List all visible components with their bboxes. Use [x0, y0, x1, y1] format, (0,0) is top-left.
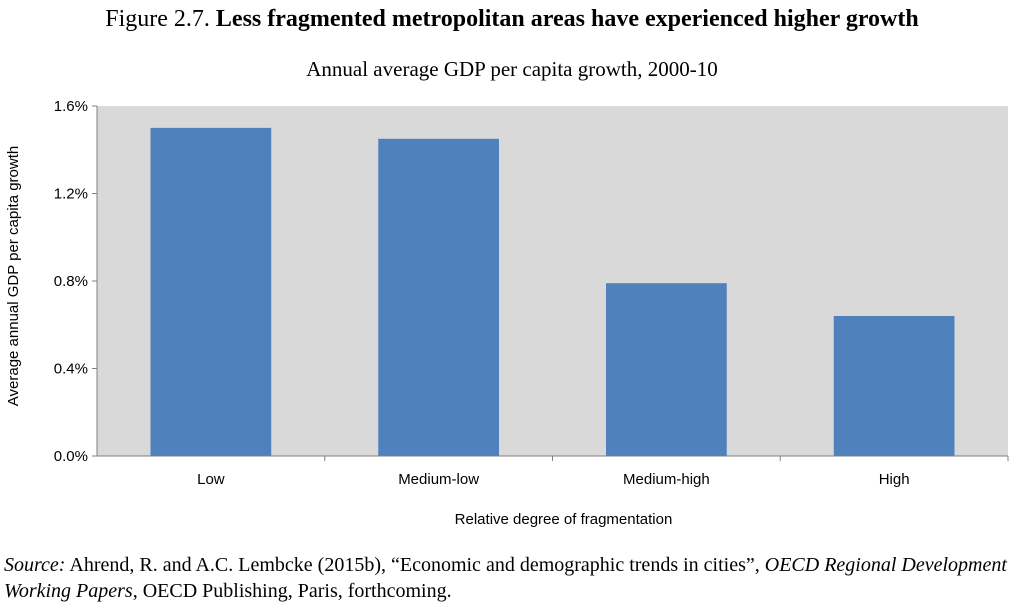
- bar-medium-low: [378, 138, 499, 456]
- figure-title: Figure 2.7. Less fragmented metropolitan…: [0, 6, 1024, 33]
- figure-number: Figure 2.7.: [105, 6, 210, 32]
- x-axis-label: Relative degree of fragmentation: [455, 511, 673, 528]
- bar-high: [833, 316, 955, 456]
- x-tick-label: Low: [197, 471, 225, 488]
- x-tick-label: Medium-low: [398, 471, 479, 488]
- x-tick-label: High: [879, 471, 910, 488]
- source-text: Ahrend, R. and A.C. Lembcke (2015b), “Ec…: [69, 554, 760, 576]
- y-tick-label: 1.2%: [54, 186, 88, 203]
- source-note: Source: Ahrend, R. and A.C. Lembcke (201…: [4, 552, 1020, 604]
- y-axis-ticks: 0.0% 0.4% 0.8% 1.2% 1.6%: [54, 98, 97, 465]
- source-series: OECD Regional Development Working Papers: [4, 554, 1007, 602]
- bar-chart: 0.0% 0.4% 0.8% 1.2% 1.6% Low Medium-low Medium…: [5, 98, 1009, 528]
- bar-medium-high: [606, 283, 727, 456]
- bars: [150, 127, 955, 456]
- y-axis-label: Average annual GDP per capita growth: [5, 146, 22, 406]
- chart-title: Annual average GDP per capita growth, 20…: [306, 57, 718, 81]
- source-publisher: , OECD Publishing, Paris, forthcoming.: [132, 580, 452, 602]
- y-tick-label: 0.4%: [54, 361, 88, 378]
- source-label: Source:: [4, 554, 66, 576]
- x-tick-label: Medium-high: [623, 471, 710, 488]
- y-tick-label: 1.6%: [54, 98, 88, 115]
- y-tick-label: 0.8%: [54, 273, 88, 290]
- bar-low: [150, 127, 272, 456]
- y-tick-label: 0.0%: [54, 448, 88, 465]
- figure-headline: Less fragmented metropolitan areas have …: [215, 6, 919, 32]
- x-axis-ticks: Low Medium-low Medium-high High: [197, 456, 1009, 488]
